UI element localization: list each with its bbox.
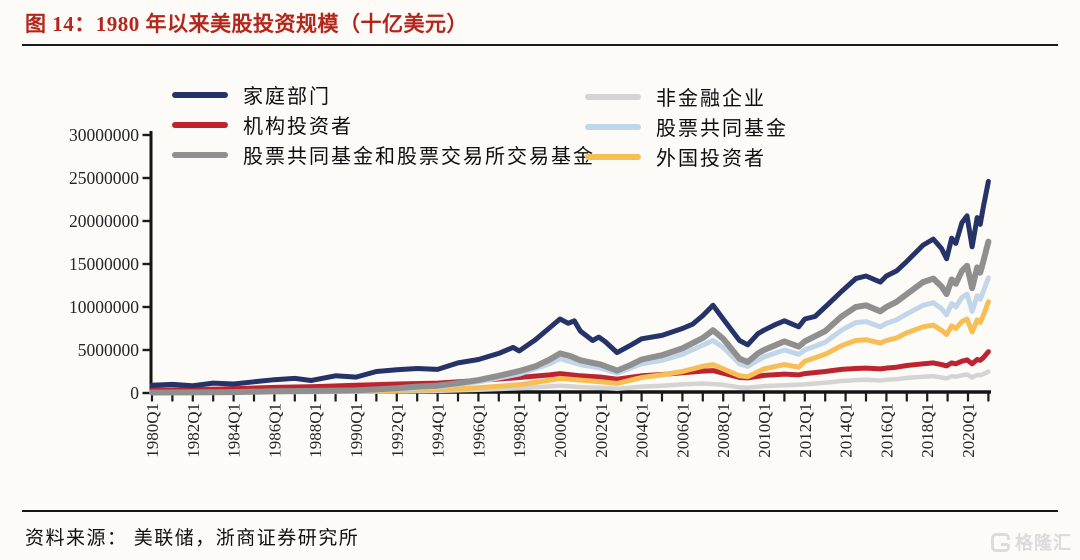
y-tick-label: 20000000 (69, 211, 139, 231)
x-tick-label: 2008Q1 (714, 403, 733, 458)
x-tick-label: 1998Q1 (510, 403, 529, 458)
y-tick-label: 15000000 (69, 254, 139, 274)
legend-item: 家庭部门 (172, 82, 595, 108)
x-tick-label: 2010Q1 (755, 403, 774, 458)
legend-item-label: 股票共同基金 (656, 118, 788, 140)
watermark-text: 格隆汇 (1015, 533, 1072, 553)
legend-swatch (172, 121, 228, 128)
x-tick-label: 2012Q1 (796, 403, 815, 458)
x-tick-label: 2018Q1 (918, 403, 937, 458)
x-tick-label: 2020Q1 (959, 403, 978, 458)
legend-column-right: 非金融企业股票共同基金 外国投资者 (585, 84, 788, 170)
legend-item: 股票共同基金和股票交易所交易基金 (172, 142, 595, 168)
x-tick-label: 2004Q1 (633, 403, 652, 458)
series-line-2 (149, 238, 992, 396)
legend-item-label: 股票共同基金和股票交易所交易基金 (243, 146, 595, 168)
y-tick-label: 5000000 (78, 340, 140, 360)
legend-item: 外国投资者 (585, 144, 788, 170)
gelonghui-logo-icon (991, 532, 1011, 552)
x-tick-label: 1996Q1 (469, 403, 488, 458)
legend-item-label: 非金融企业 (656, 88, 766, 110)
x-tick-label: 2000Q1 (551, 403, 570, 458)
y-tick-label: 25000000 (69, 168, 139, 188)
chart-title: 图 14：1980 年以来美股投资规模（十亿美元） (25, 12, 468, 36)
y-tick-label: 30000000 (69, 125, 139, 145)
x-tick-label: 2002Q1 (592, 403, 611, 458)
x-tick-label: 1990Q1 (347, 403, 366, 458)
legend-item-label: 外国投资者 (656, 148, 766, 170)
x-tick-label: 1986Q1 (265, 403, 284, 458)
x-tick-label: 1984Q1 (225, 403, 244, 458)
legend-swatch (585, 123, 641, 130)
x-tick-label: 1994Q1 (429, 403, 448, 458)
watermark: 格隆汇 (991, 529, 1072, 555)
legend-item-label: 家庭部门 (243, 86, 331, 108)
source-rule (22, 510, 1058, 512)
legend-swatch (172, 151, 228, 158)
x-tick-label: 1980Q1 (143, 403, 162, 458)
legend-swatch (172, 91, 228, 98)
y-tick-label: 10000000 (69, 297, 139, 317)
legend-swatch (585, 93, 641, 100)
x-tick-label: 1982Q1 (184, 403, 203, 458)
x-tick-label: 2006Q1 (673, 403, 692, 458)
series-line-3 (149, 369, 991, 395)
title-rule (22, 44, 1058, 46)
legend-column-left: 家庭部门机构投资者股票共同基金和股票交易所交易基金 (172, 82, 595, 168)
series-line-5 (149, 299, 991, 395)
series-line-4 (231, 275, 991, 395)
legend-swatch (585, 153, 641, 160)
legend-item: 非金融企业 (585, 84, 788, 110)
x-tick-label: 1992Q1 (388, 403, 407, 458)
source-text: 资料来源： 美联储，浙商证券研究所 (25, 528, 360, 549)
series-line-0 (149, 178, 991, 389)
legend-item: 股票共同基金 (585, 114, 788, 140)
x-tick-label: 1988Q1 (306, 403, 325, 458)
legend-item-label: 机构投资者 (243, 116, 353, 138)
y-tick-label: 0 (130, 383, 139, 403)
x-tick-label: 2014Q1 (837, 403, 856, 458)
x-tick-label: 2016Q1 (877, 403, 896, 458)
legend-item: 机构投资者 (172, 112, 595, 138)
